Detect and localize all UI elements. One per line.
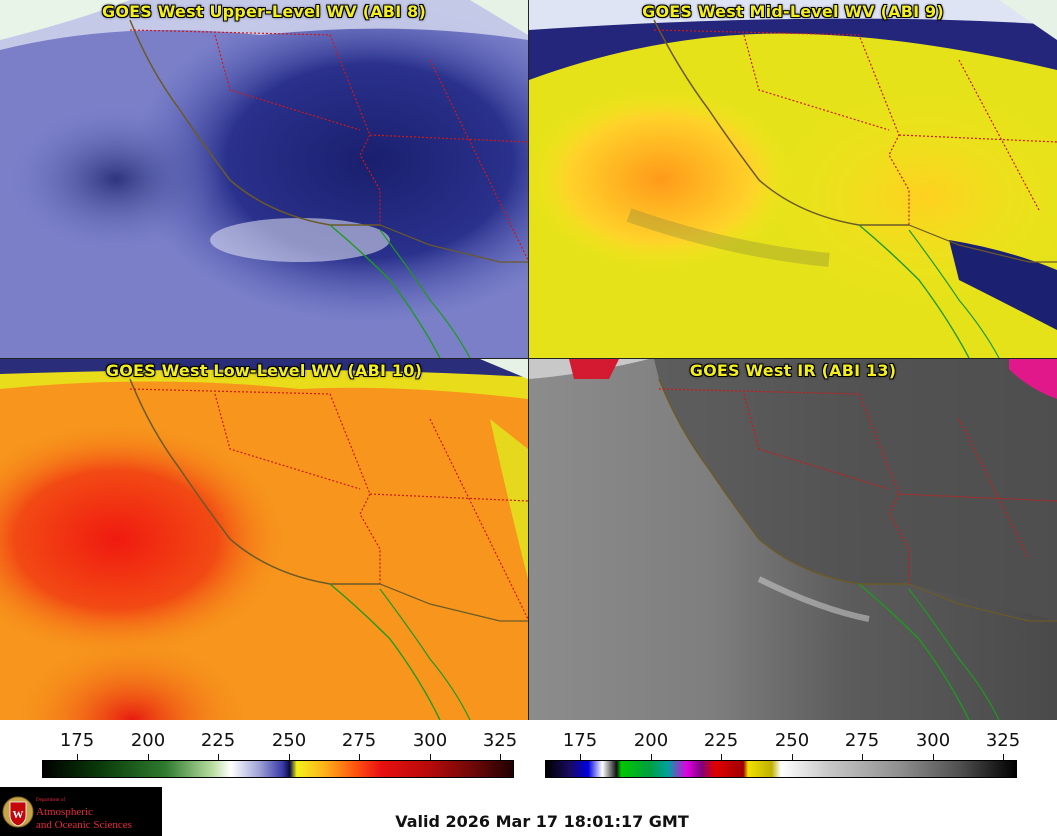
colorbar-tick: 175 [59,730,95,751]
logo-line-1: Atmospheric [36,806,93,818]
logo-line-2: and Oceanic Sciences [36,819,132,831]
colorbar-tick: 325 [985,730,1021,751]
ir-image [529,359,1057,720]
colorbar-tickmark [580,754,581,760]
colorbar-tick: 200 [130,730,166,751]
colorbar-tick: 250 [271,730,307,751]
colorbar-tick: 175 [562,730,598,751]
panel-divider-vertical [528,0,529,720]
colorbar-tick: 225 [703,730,739,751]
colorbar-tick: 225 [200,730,236,751]
upper-level-wv-image [0,0,528,358]
colorbar-tickmark [792,754,793,760]
low-level-wv-image [0,359,528,720]
colorbar-tick: 275 [341,730,377,751]
colorbar-tickmark [500,754,501,760]
panel-low-level-wv: GOES West Low-Level WV (ABI 10) [0,359,528,720]
svg-text:W: W [13,809,24,821]
colorbar-tickmark [430,754,431,760]
colorbar-tickmark [218,754,219,760]
colorbar-wv: 175 200 225 250 275 300 325 [42,730,518,778]
uw-crest-icon: W [2,796,34,828]
colorbar-tick: 250 [774,730,810,751]
colorbar-tickmark [933,754,934,760]
logo-text: Department of Atmospheric and Oceanic Sc… [36,795,132,831]
colorbar-tickmark [1003,754,1004,760]
colorbar-tick: 275 [844,730,880,751]
logo-line-0: Department of [36,798,66,803]
colorbar-tick: 325 [482,730,518,751]
panel-ir: GOES West IR (ABI 13) [529,359,1057,720]
colorbar-tick: 200 [633,730,669,751]
colorbar-tickmark [77,754,78,760]
colorbar-tickmark [651,754,652,760]
panel-title: GOES West Upper-Level WV (ABI 8) [102,2,426,21]
uw-aos-logo: W Department of Atmospheric and Oceanic … [0,787,162,836]
panel-upper-level-wv: GOES West Upper-Level WV (ABI 8) [0,0,528,358]
colorbar-ir-gradient [545,760,1017,778]
colorbar-tickmark [359,754,360,760]
panel-title: GOES West IR (ABI 13) [689,361,897,380]
colorbar-tickmark [289,754,290,760]
panel-divider-horizontal [0,358,1057,359]
colorbar-tickmark [148,754,149,760]
panel-mid-level-wv: GOES West Mid-Level WV (ABI 9) [529,0,1057,358]
colorbar-tick: 300 [915,730,951,751]
mid-level-wv-image [529,0,1057,358]
valid-time: Valid 2026 Mar 17 18:01:17 GMT [395,812,689,831]
colorbar-wv-gradient [42,760,514,778]
colorbar-tickmark [862,754,863,760]
panel-title: GOES West Mid-Level WV (ABI 9) [642,2,944,21]
colorbar-ir: 175 200 225 250 275 300 325 [545,730,1021,778]
colorbar-tick: 300 [412,730,448,751]
colorbar-tickmark [721,754,722,760]
panel-title: GOES West Low-Level WV (ABI 10) [105,361,423,380]
